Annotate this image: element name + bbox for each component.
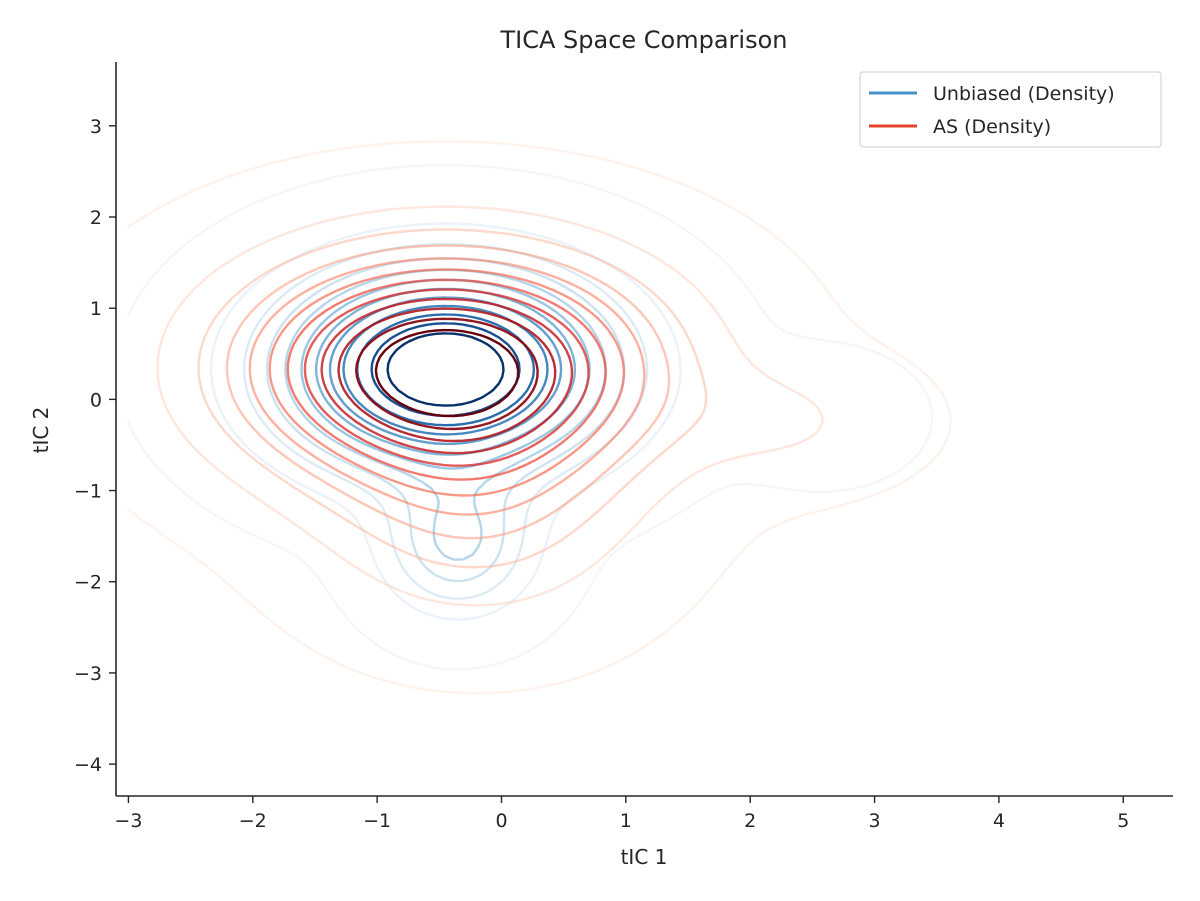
- contour-line: [374, 328, 520, 418]
- y-axis-ticks: −4 −3 −2 −1 0 1 2 3: [74, 116, 116, 776]
- legend-label-as: AS (Density): [933, 116, 1051, 138]
- contour-line: [370, 322, 521, 418]
- x-tick-label: 1: [620, 810, 632, 832]
- contour-line: [209, 222, 682, 621]
- contour-line: [197, 228, 708, 569]
- contour-line: [386, 332, 505, 407]
- contour-line: [225, 244, 671, 540]
- y-tick-label: 0: [90, 389, 102, 411]
- contour-line: [127, 163, 934, 671]
- x-tick-label: 3: [869, 810, 881, 832]
- y-tick-label: 3: [90, 116, 102, 138]
- contour-line: [300, 278, 591, 470]
- contour-series-as: [127, 140, 952, 695]
- x-axis-ticks: −3 −2 −1 0 1 2 3 4 5: [114, 796, 1129, 832]
- x-axis-label: tIC 1: [621, 845, 668, 869]
- y-tick-label: −3: [74, 663, 102, 685]
- y-tick-label: −4: [74, 754, 102, 776]
- contour-line: [268, 268, 626, 497]
- y-axis-label: tIC 2: [29, 407, 53, 454]
- x-tick-label: 5: [1117, 810, 1129, 832]
- legend: Unbiased (Density) AS (Density): [859, 71, 1162, 148]
- contour-line: [320, 297, 574, 455]
- x-tick-label: −1: [363, 810, 391, 832]
- contour-line: [355, 317, 539, 431]
- contour-line: [156, 205, 824, 607]
- contour-line: [303, 288, 590, 467]
- legend-box: [859, 71, 1162, 148]
- x-tick-label: 0: [495, 810, 507, 832]
- y-tick-label: −1: [74, 481, 102, 503]
- legend-label-unbiased: Unbiased (Density): [933, 83, 1115, 105]
- contour-series-unbiased: [127, 163, 934, 671]
- contour-line: [337, 307, 557, 443]
- y-tick-label: 1: [90, 298, 102, 320]
- contour-line: [127, 140, 952, 695]
- x-tick-label: −2: [239, 810, 267, 832]
- contour-line: [248, 257, 646, 516]
- y-tick-label: 2: [90, 207, 102, 229]
- chart-title: TICA Space Comparison: [499, 26, 787, 54]
- contour-line: [265, 257, 626, 583]
- contour-layer: [127, 140, 952, 695]
- contour-line: [286, 278, 607, 481]
- x-tick-label: −3: [114, 810, 142, 832]
- contour-line: [284, 268, 607, 561]
- x-tick-label: 2: [744, 810, 756, 832]
- x-tick-label: 4: [993, 810, 1005, 832]
- y-tick-label: −2: [74, 572, 102, 594]
